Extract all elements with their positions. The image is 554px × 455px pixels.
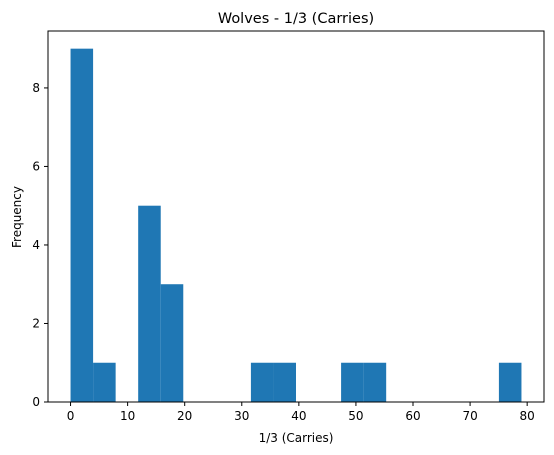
x-axis-label: 1/3 (Carries) [259, 431, 334, 445]
histogram-bar-9 [273, 362, 296, 402]
x-tick-label: 10 [120, 409, 135, 423]
y-axis-ticks: 0 2 4 6 8 [32, 81, 48, 409]
y-tick-label: 6 [32, 159, 40, 173]
bars-group [70, 48, 522, 403]
x-tick-label: 80 [520, 409, 535, 423]
histogram-bar-19 [498, 362, 522, 402]
histogram-bar-8 [250, 362, 274, 402]
x-tick-label: 0 [67, 409, 75, 423]
histogram-bar-3 [138, 205, 161, 402]
y-tick-label: 8 [32, 81, 40, 95]
y-tick-label: 0 [32, 395, 40, 409]
x-tick-label: 50 [348, 409, 363, 423]
plot-frame [47, 30, 545, 403]
histogram-bar-4 [160, 284, 184, 402]
histogram-bar-12 [341, 362, 364, 402]
histogram-bar-13 [363, 362, 387, 402]
y-tick-label: 2 [32, 316, 40, 330]
y-axis-label: Frequency [10, 186, 24, 248]
x-tick-label: 60 [405, 409, 420, 423]
y-tick-label: 4 [32, 238, 40, 252]
histogram-bar-1 [93, 362, 116, 402]
chart-title: Wolves - 1/3 (Carries) [218, 11, 374, 27]
x-tick-label: 70 [462, 409, 477, 423]
x-tick-label: 20 [177, 409, 192, 423]
x-tick-label: 40 [291, 409, 306, 423]
x-axis-ticks: 0 10 20 30 40 50 60 70 80 [67, 402, 535, 423]
histogram-bar-0 [70, 48, 94, 403]
x-tick-label: 30 [234, 409, 249, 423]
